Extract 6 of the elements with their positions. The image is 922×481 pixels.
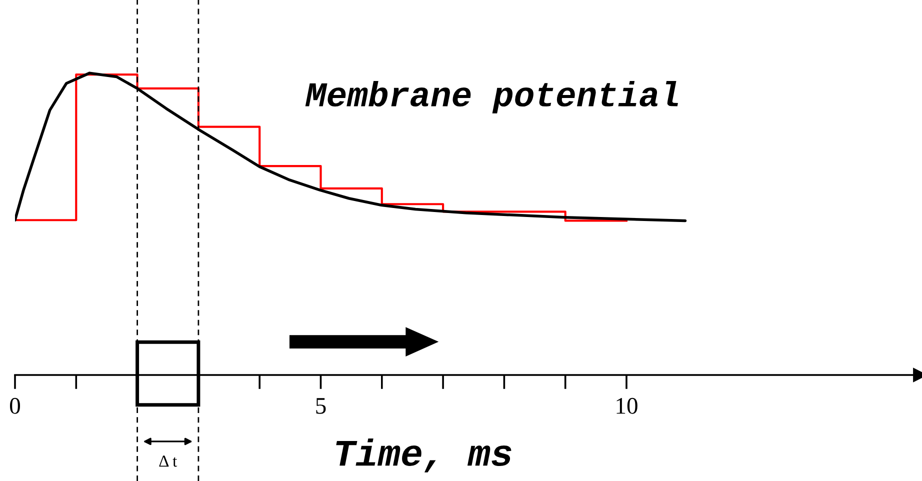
x-tick-label: 5 [316,398,326,414]
text: Δ t [159,456,178,467]
annotation: Membrane potential [305,81,678,114]
x-tick-label: 10 [616,398,638,414]
x-tick-label: 0 [10,398,20,414]
x-axis-title: Time, ms [336,438,512,472]
